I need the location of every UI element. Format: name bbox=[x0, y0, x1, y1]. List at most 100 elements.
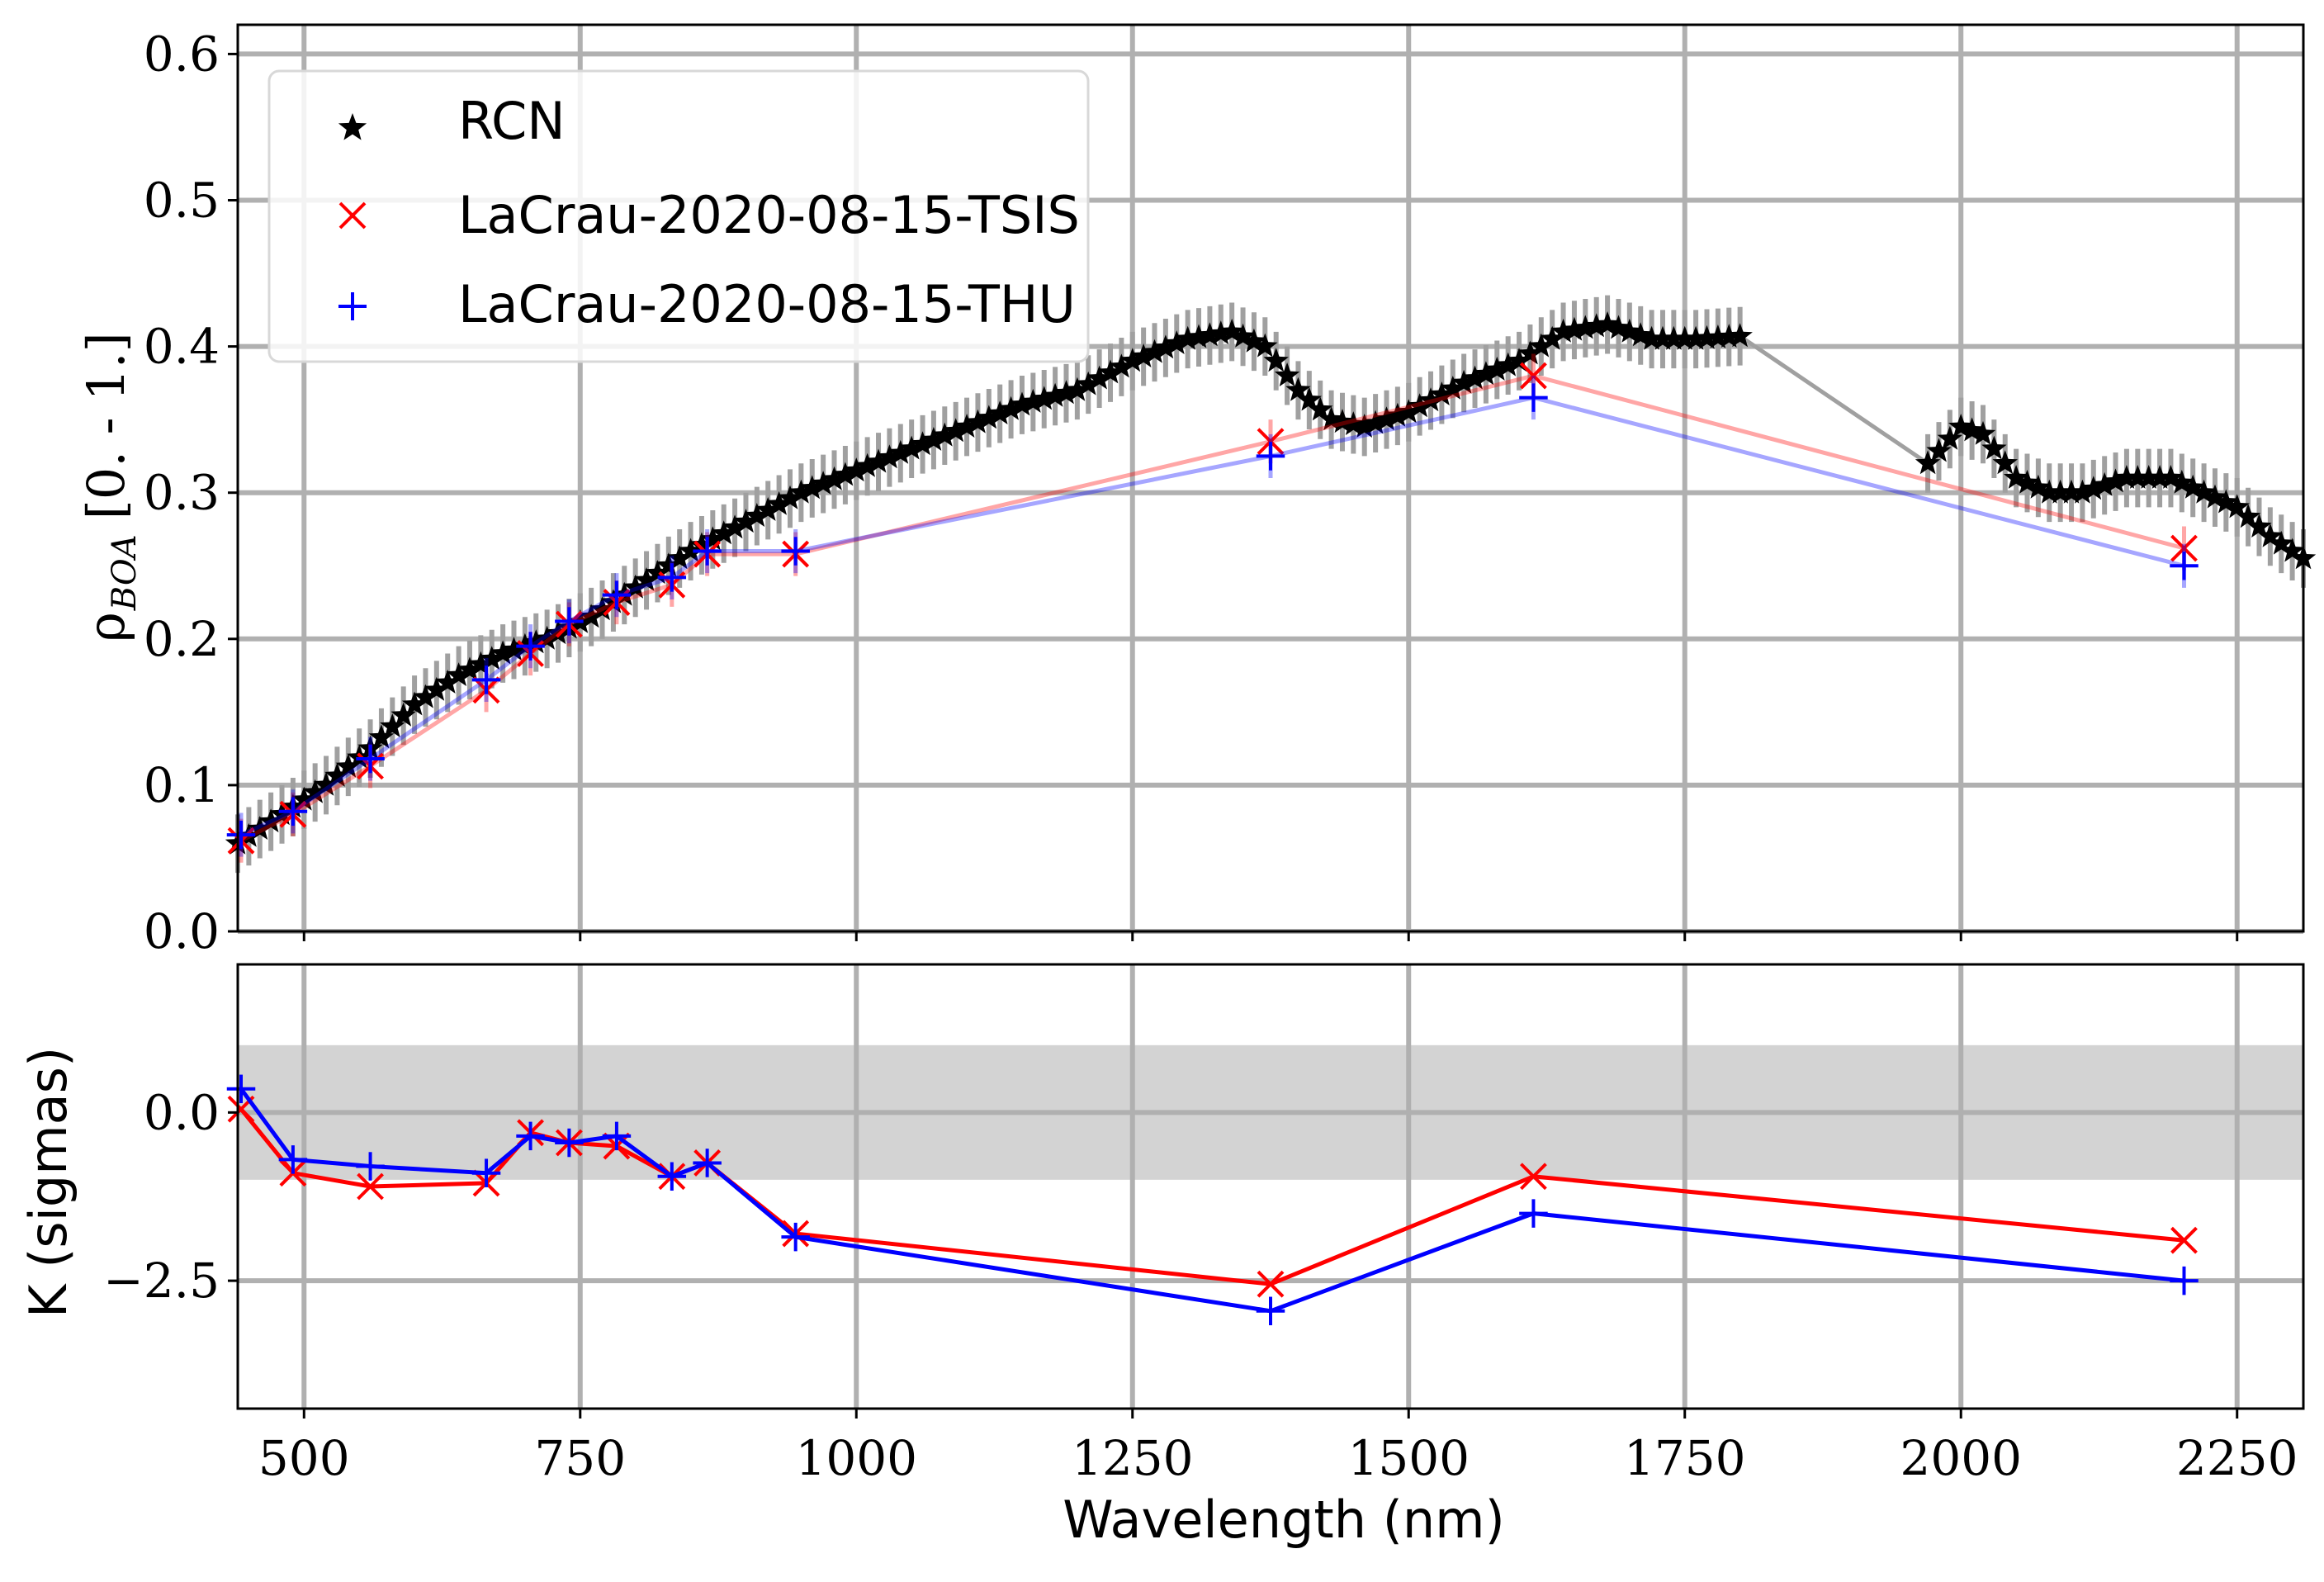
rcn-point-0-57 bbox=[854, 452, 880, 477]
x-tick-label-2: 1000 bbox=[795, 1430, 917, 1486]
rcn-point-0-14 bbox=[380, 713, 405, 737]
bottom-grid bbox=[238, 964, 2303, 1409]
rcn-point-1-29 bbox=[2235, 504, 2261, 528]
rcn-point-0-52 bbox=[799, 475, 825, 500]
tsis-k-point-2-b bbox=[357, 1172, 384, 1201]
rcn-point-0-66 bbox=[954, 414, 980, 438]
rcn-point-0-109 bbox=[1429, 381, 1455, 405]
rcn-point-0-108 bbox=[1418, 387, 1444, 412]
rcn-point-1-28 bbox=[2224, 494, 2250, 519]
rcn-point-0-72 bbox=[1020, 388, 1046, 413]
bottom-axes-frame bbox=[236, 963, 2305, 1410]
rcn-point-1-24 bbox=[2180, 474, 2206, 499]
legend-label-thu: LaCrau-2020-08-15-THU bbox=[458, 274, 1076, 334]
top-y-tick-label-5: 0.5 bbox=[144, 173, 220, 229]
bottom-y-tick-label-0: 0.0 bbox=[144, 1084, 220, 1140]
rcn-point-0-77 bbox=[1076, 371, 1101, 396]
rcn-point-0-42 bbox=[689, 532, 715, 557]
rcn-point-0-127 bbox=[1628, 322, 1654, 347]
rcn-point-0-83 bbox=[1142, 339, 1167, 363]
rcn-point-0-49 bbox=[766, 490, 792, 515]
rcn-point-0-46 bbox=[733, 509, 759, 533]
rcn-point-0-118 bbox=[1528, 333, 1554, 358]
x-tick-label-5: 1750 bbox=[1624, 1430, 1746, 1486]
tsis-top-point-12-b bbox=[2170, 534, 2198, 562]
rcn-point-0-75 bbox=[1053, 380, 1079, 405]
rcn-point-1-27 bbox=[2213, 489, 2239, 514]
rcn-point-0-84 bbox=[1153, 334, 1179, 359]
rcn-point-0-37 bbox=[633, 567, 660, 591]
rcn-point-0-78 bbox=[1086, 365, 1112, 390]
tsis-k-point-10-b bbox=[1257, 1270, 1285, 1298]
rcn-point-0-23 bbox=[479, 646, 504, 670]
top-ticks: 0.0 0.1 0.2 0.3 0.4 0.5 0.6 bbox=[144, 26, 2239, 959]
rcn-point-0-74 bbox=[1042, 382, 1068, 407]
legend-label-rcn: RCN bbox=[458, 91, 566, 151]
rcn-point-0-39 bbox=[656, 552, 681, 577]
rcn-point-0-9 bbox=[324, 762, 350, 787]
rcn-point-0-60 bbox=[887, 439, 913, 464]
rcn-point-0-103 bbox=[1362, 410, 1389, 434]
x-tick-label-4: 1500 bbox=[1347, 1430, 1470, 1486]
rcn-point-0-33 bbox=[589, 596, 615, 621]
rcn-point-0-119 bbox=[1540, 325, 1565, 350]
rcn-point-0-123 bbox=[1583, 313, 1609, 338]
rcn-point-1-33 bbox=[2279, 538, 2305, 562]
rcn-point-1-19 bbox=[2125, 465, 2151, 489]
rcn-point-0-104 bbox=[1374, 406, 1399, 431]
rcn-point-0-54 bbox=[821, 466, 847, 490]
x-tick-label-3: 1250 bbox=[1072, 1430, 1194, 1486]
rcn-point-0-93 bbox=[1252, 333, 1278, 358]
rcn-point-0-121 bbox=[1561, 316, 1588, 341]
rcn-point-1-8 bbox=[2003, 465, 2029, 489]
rcn-point-1-26 bbox=[2202, 484, 2228, 509]
rcn-point-0-98 bbox=[1308, 396, 1333, 421]
rcn-point-0-134 bbox=[1705, 324, 1731, 348]
rcn-point-0-65 bbox=[943, 418, 968, 443]
rcn-point-0-133 bbox=[1694, 324, 1720, 349]
bottom-y-tick-label-1: −2.5 bbox=[103, 1253, 220, 1309]
rcn-point-1-4 bbox=[1959, 417, 1985, 442]
rcn-point-0-43 bbox=[700, 526, 726, 551]
top-y-tick-label-6: 0.6 bbox=[144, 26, 220, 82]
rcn-point-0-126 bbox=[1616, 318, 1643, 343]
rcn-point-0-29 bbox=[545, 620, 571, 645]
legend-label-tsis: LaCrau-2020-08-15-TSIS bbox=[458, 185, 1080, 245]
top-y-tick-label-0: 0.0 bbox=[144, 903, 220, 959]
rcn-point-1-23 bbox=[2169, 469, 2194, 494]
rcn-point-0-19 bbox=[435, 669, 461, 694]
rcn-point-0-59 bbox=[877, 444, 902, 469]
rcn-point-0-135 bbox=[1716, 324, 1742, 348]
rcn-point-0-6 bbox=[291, 786, 317, 811]
top-y-tick-label-3: 0.3 bbox=[144, 465, 220, 521]
rcn-point-1-22 bbox=[2158, 465, 2184, 489]
rcn-point-1-14 bbox=[2070, 479, 2095, 504]
rcn-point-0-55 bbox=[832, 462, 859, 486]
rcn-point-0-130 bbox=[1661, 325, 1687, 350]
rcn-point-0-15 bbox=[390, 702, 416, 727]
x-tick-label-1: 750 bbox=[534, 1430, 626, 1486]
rcn-point-0-73 bbox=[1031, 386, 1057, 410]
rcn-point-1-3 bbox=[1948, 414, 1974, 438]
bottom-marks bbox=[226, 1074, 2199, 1326]
rcn-point-0-27 bbox=[523, 629, 549, 654]
rcn-point-0-17 bbox=[413, 684, 438, 708]
rcn-point-1-5 bbox=[1970, 420, 1996, 445]
rcn-point-1-2 bbox=[1937, 425, 1963, 450]
rcn-connector-line bbox=[1739, 334, 1929, 466]
rcn-point-0-86 bbox=[1175, 325, 1200, 350]
top-y-tick-label-2: 0.2 bbox=[144, 611, 220, 667]
rcn-point-0-38 bbox=[645, 560, 670, 585]
rcn-point-0-117 bbox=[1517, 340, 1543, 365]
rcn-point-1-9 bbox=[2014, 469, 2040, 494]
rcn-point-0-116 bbox=[1506, 348, 1532, 372]
rcn-point-0-129 bbox=[1650, 325, 1676, 350]
legend: RCN LaCrau-2020-08-15-TSIS LaCrau-2020-0… bbox=[267, 69, 1090, 363]
rcn-point-0-106 bbox=[1396, 399, 1422, 424]
tsis-top-point-11-b bbox=[1520, 362, 1547, 390]
legend-plus-icon bbox=[338, 292, 367, 320]
tsis-k-point-12-b bbox=[2170, 1226, 2198, 1254]
rcn-point-0-62 bbox=[910, 431, 935, 456]
rcn-point-0-13 bbox=[368, 724, 395, 749]
rcn-point-0-128 bbox=[1639, 325, 1664, 350]
